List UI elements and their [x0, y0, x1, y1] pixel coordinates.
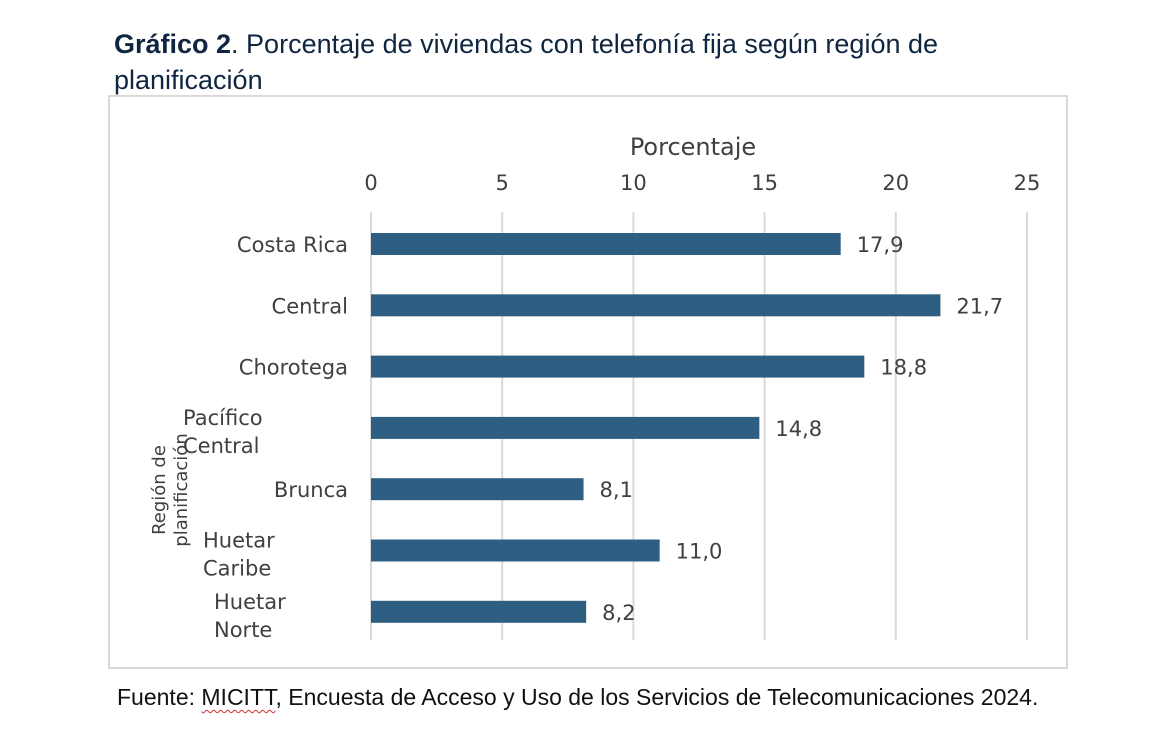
x-axis-title: Porcentaje — [630, 133, 756, 161]
chart-title: Gráfico 2. Porcentaje de viviendas con t… — [114, 26, 1014, 98]
source-org: MICITT — [201, 684, 276, 710]
category-label: Costa Rica — [237, 233, 348, 257]
category-label-line: Norte — [214, 618, 272, 642]
data-label: 11,0 — [676, 540, 723, 564]
category-label: Central — [272, 294, 348, 318]
x-tick-label: 5 — [496, 171, 509, 195]
category-label-line: Brunca — [274, 478, 348, 502]
category-label-line: Central — [272, 294, 348, 318]
data-label: 8,2 — [602, 601, 635, 625]
bar — [371, 478, 584, 501]
source-text: , Encuesta de Acceso y Uso de los Servic… — [275, 684, 1039, 710]
category-label: Pacífico Central — [183, 406, 263, 458]
bar — [371, 539, 660, 562]
bar — [371, 355, 865, 378]
category-label: Huetar Norte — [214, 590, 286, 642]
x-tick-label: 10 — [620, 171, 647, 195]
category-label: Chorotega — [239, 356, 348, 380]
x-tick-label: 25 — [1014, 171, 1041, 195]
x-tick-label: 20 — [882, 171, 909, 195]
bar — [371, 416, 760, 439]
bar — [371, 294, 941, 317]
source-prefix: Fuente: — [117, 684, 202, 710]
chart-area — [108, 95, 1068, 669]
data-label: 8,1 — [600, 478, 633, 502]
data-label: 21,7 — [956, 294, 1003, 318]
category-label-line: Huetar — [214, 590, 286, 614]
y-axis-title-line: Región de — [149, 445, 170, 535]
category-label-line: Caribe — [203, 557, 271, 581]
data-label: 14,8 — [775, 417, 822, 441]
category-label-line: Huetar — [203, 529, 275, 553]
y-axis-title-line: planificación — [171, 433, 192, 546]
category-label-line: Chorotega — [239, 356, 348, 380]
x-tick-label: 0 — [364, 171, 377, 195]
category-label-line: Costa Rica — [237, 233, 348, 257]
bar-chart: 0 5 10 15 20 25 17,9 21,7 18,8 14,8 8,1 11,0 8,2 Co… — [149, 133, 1040, 642]
data-label: 17,9 — [857, 233, 904, 257]
category-label: Brunca — [274, 478, 348, 502]
category-label-line: Pacífico — [183, 406, 263, 430]
bar — [371, 233, 841, 255]
category-labels: Costa Rica Central Chorotega Pacífico Centra… — [183, 233, 348, 642]
bar — [371, 600, 587, 623]
chart-title-text: . Porcentaje de viviendas con telefonía … — [114, 29, 939, 95]
category-label-line: Central — [183, 434, 259, 458]
category-label: Huetar Caribe — [203, 529, 275, 581]
chart-title-number: Gráfico 2 — [114, 29, 232, 59]
data-label: 18,8 — [880, 356, 927, 380]
x-axis-ticks: 0 5 10 15 20 25 — [364, 171, 1040, 195]
source-note: Fuente: MICITT, Encuesta de Acceso y Uso… — [117, 684, 1038, 711]
bars: 17,9 21,7 18,8 14,8 8,1 11,0 8,2 — [371, 233, 1003, 625]
y-axis-title: Región deplanificación — [149, 433, 192, 546]
x-tick-label: 15 — [751, 171, 778, 195]
